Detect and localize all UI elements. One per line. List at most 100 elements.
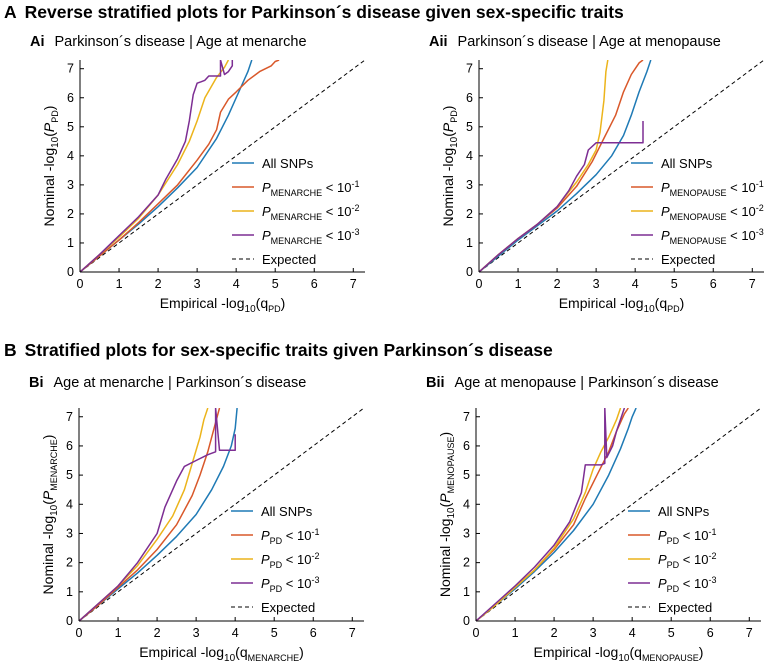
- legend-sub: MENARCHE: [271, 188, 323, 198]
- legend-text: < 10: [322, 228, 351, 243]
- legend-var: P: [661, 228, 670, 243]
- x-label-var: q: [240, 644, 248, 660]
- x-axis-label: Empirical -log10(qPD): [559, 295, 685, 315]
- legend-sup: -3: [756, 227, 764, 237]
- y-label-sub: MENOPAUSE: [446, 437, 456, 494]
- legend-sup: -2: [756, 203, 764, 213]
- section-b-text: Stratified plots for sex-specific traits…: [25, 340, 553, 360]
- x-tick-label: 2: [554, 277, 561, 291]
- legend-text: < 10: [727, 180, 756, 195]
- panel-label: Bii: [426, 375, 445, 391]
- section-b-letter: B: [4, 340, 17, 360]
- legend-sub: MENOPAUSE: [670, 188, 727, 198]
- panel-label: Bi: [29, 375, 44, 391]
- y-tick-label: 3: [66, 526, 73, 540]
- x-tick-label: 3: [193, 626, 200, 640]
- panel-aii: Aii Parkinson´s disease | Age at menopaus…: [429, 34, 765, 315]
- legend-var: P: [262, 228, 271, 243]
- panel-title-text: Parkinson´s disease | Age at menarche: [55, 34, 307, 50]
- x-label-log-base: 10: [618, 653, 630, 663]
- x-tick-label: 3: [194, 277, 201, 291]
- legend-item: PMENOPAUSE < 10-3: [631, 227, 764, 246]
- x-tick-label: 2: [155, 277, 162, 291]
- y-label-var: P: [437, 493, 453, 503]
- legend-sup: -1: [708, 527, 716, 537]
- x-tick-label: 5: [668, 626, 675, 640]
- y-tick-label: 6: [463, 439, 470, 453]
- x-tick-label: 6: [311, 277, 318, 291]
- section-b-header: B Stratified plots for sex-specific trait…: [4, 340, 553, 360]
- y-tick-label: 0: [66, 614, 73, 628]
- series-line-p1: [79, 408, 221, 621]
- y-tick-label: 5: [463, 468, 470, 482]
- legend-label: PPD < 10-1: [261, 527, 319, 546]
- series-line-p2: [79, 408, 209, 621]
- legend-item: PPD < 10-3: [231, 575, 319, 594]
- legend-text: < 10: [322, 180, 351, 195]
- legend-item: PMENOPAUSE < 10-2: [631, 203, 764, 222]
- legend-text: < 10: [727, 204, 756, 219]
- legend-sup: -2: [351, 203, 359, 213]
- legend-text: All SNPs: [261, 504, 313, 519]
- legend-var: P: [261, 552, 270, 567]
- y-tick-label: 3: [67, 178, 74, 192]
- legend-sub: MENARCHE: [271, 236, 323, 246]
- x-label-var: q: [659, 295, 667, 311]
- legend-expected-text: Expected: [658, 600, 712, 615]
- legend-sup: -3: [708, 575, 716, 585]
- x-tick-label: 2: [551, 626, 558, 640]
- x-tick-label: 4: [233, 277, 240, 291]
- y-label-paren: (: [41, 132, 57, 137]
- x-tick-label: 7: [350, 277, 357, 291]
- x-tick-label: 6: [710, 277, 717, 291]
- y-tick-label: 0: [463, 614, 470, 628]
- series-line-p1: [479, 60, 644, 272]
- series-line-p3: [476, 408, 626, 621]
- y-label-log-base: 10: [449, 136, 460, 148]
- x-axis-label: Empirical -log10(qMENARCHE): [139, 644, 304, 663]
- x-tick-label: 0: [76, 626, 83, 640]
- y-tick-label: 2: [66, 556, 73, 570]
- x-label-sub: MENOPAUSE: [642, 653, 699, 663]
- y-label-sub: PD: [50, 110, 60, 123]
- x-tick-label: 3: [590, 626, 597, 640]
- y-tick-label: 4: [466, 149, 473, 163]
- panel-bii: Bii Age at menopause | Parkinson´s diseas…: [426, 375, 762, 663]
- legend-label: Expected: [261, 600, 315, 615]
- y-label-var: P: [41, 122, 57, 132]
- panels: Ai Parkinson´s disease | Age at menarche 0…: [29, 34, 765, 663]
- panel-title: Bi Age at menarche | Parkinson´s disease: [29, 375, 306, 391]
- expected-line: [78, 407, 365, 622]
- legend-item: Expected: [231, 600, 315, 615]
- y-tick-label: 5: [466, 120, 473, 134]
- legend-sup: -1: [311, 527, 319, 537]
- x-label-paren: ): [680, 295, 685, 311]
- x-label-paren: ): [699, 644, 704, 660]
- y-axis-label: Nominal -log10(PPD): [440, 106, 460, 227]
- legend-item: PPD < 10-3: [628, 575, 716, 594]
- x-axis-label: Empirical -log10(qPD): [160, 295, 286, 315]
- y-label-paren: (: [40, 500, 56, 505]
- panel-title-text: Parkinson´s disease | Age at menopause: [458, 34, 721, 50]
- legend-label: All SNPs: [261, 504, 313, 519]
- legend-item: All SNPs: [631, 156, 713, 171]
- legend-label: PPD < 10-2: [658, 551, 716, 570]
- legend-label: All SNPs: [661, 156, 713, 171]
- legend-var: P: [262, 204, 271, 219]
- legend-sup: -2: [708, 551, 716, 561]
- legend-text: All SNPs: [661, 156, 713, 171]
- y-tick-label: 2: [463, 556, 470, 570]
- y-label-var: P: [440, 122, 456, 132]
- legend-text: < 10: [679, 576, 708, 591]
- legend-sub: PD: [270, 560, 283, 570]
- section-a-header: A Reverse stratified plots for Parkinson´…: [4, 2, 624, 22]
- legend-sub: PD: [667, 560, 680, 570]
- y-label-sub: PD: [449, 110, 459, 123]
- legend-label: Expected: [661, 252, 715, 267]
- x-label-log-base: 10: [224, 653, 236, 663]
- legend-item: PPD < 10-1: [231, 527, 319, 546]
- x-tick-label: 6: [707, 626, 714, 640]
- x-label-paren: (: [655, 295, 660, 311]
